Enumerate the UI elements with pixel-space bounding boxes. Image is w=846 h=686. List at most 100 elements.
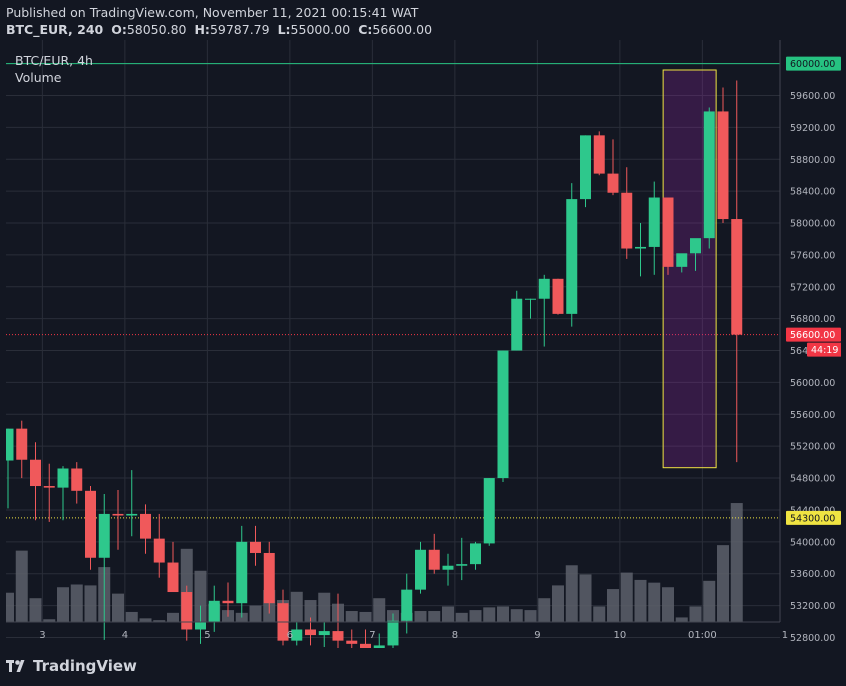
price-tick-label: 59600.00 bbox=[790, 91, 835, 102]
candle-body bbox=[6, 428, 14, 461]
candle-body bbox=[635, 246, 646, 249]
price-tick-label: 54800.00 bbox=[790, 474, 835, 485]
volume-bar bbox=[57, 587, 69, 622]
candle-body bbox=[85, 490, 96, 558]
ohlc-low-value: 55000.00 bbox=[290, 22, 351, 37]
volume-bar bbox=[345, 611, 358, 622]
candle-body bbox=[98, 513, 110, 558]
candle-body bbox=[552, 278, 564, 314]
price-tick-label: 57600.00 bbox=[790, 250, 835, 261]
legend-volume[interactable]: Volume bbox=[15, 70, 62, 85]
ohlc-high-value: 59787.79 bbox=[209, 22, 270, 37]
price-tick-label: 58800.00 bbox=[790, 155, 835, 166]
price-tick-label: 55600.00 bbox=[790, 410, 835, 421]
volume-bar bbox=[290, 591, 303, 622]
volume-bar bbox=[112, 593, 124, 622]
volume-bar bbox=[675, 617, 688, 622]
time-tick-label: 6 bbox=[287, 630, 293, 641]
volume-bar bbox=[304, 600, 317, 622]
candle-body bbox=[538, 278, 550, 299]
volume-bar bbox=[717, 545, 729, 622]
time-tick-label: 8 bbox=[452, 630, 458, 641]
candle-body bbox=[195, 621, 206, 630]
time-tick-label: 1 bbox=[782, 630, 788, 641]
candle-body bbox=[511, 298, 523, 351]
candle-body bbox=[703, 111, 715, 239]
candle-body bbox=[346, 640, 358, 644]
volume-bar bbox=[662, 587, 674, 622]
price-label: 60000.00 bbox=[790, 59, 835, 70]
candle-body bbox=[525, 298, 536, 300]
ohlc-low-label: L: bbox=[277, 22, 291, 37]
volume-bar bbox=[593, 606, 606, 622]
candle-body bbox=[690, 238, 701, 254]
volume-bar bbox=[689, 606, 702, 622]
ohlc-close-label: C: bbox=[358, 22, 373, 37]
tradingview-logo[interactable]: TradingView bbox=[6, 657, 137, 675]
volume-bar bbox=[703, 580, 716, 622]
volume-bar bbox=[153, 620, 166, 622]
volume-bar bbox=[6, 592, 14, 622]
volume-bar bbox=[249, 605, 262, 622]
tradingview-logo-text: TradingView bbox=[33, 657, 137, 675]
price-tick-label: 57200.00 bbox=[790, 282, 835, 293]
volume-bar bbox=[70, 584, 83, 622]
volume-bar bbox=[139, 618, 152, 622]
volume-bar bbox=[428, 611, 441, 622]
time-tick-label: 01:00 bbox=[688, 630, 717, 641]
candle-body bbox=[566, 199, 578, 314]
volume-bar bbox=[552, 585, 564, 622]
candle-body bbox=[387, 620, 399, 646]
price-tick-label: 56800.00 bbox=[790, 314, 835, 325]
candle-body bbox=[222, 600, 234, 604]
candle-body bbox=[153, 538, 165, 563]
candle-body bbox=[181, 592, 193, 630]
candle-body bbox=[497, 350, 509, 479]
candle-body bbox=[717, 111, 729, 220]
volume-bar bbox=[469, 610, 482, 622]
volume-bar bbox=[414, 611, 427, 622]
volume-bar bbox=[43, 619, 56, 622]
volume-bar bbox=[607, 589, 619, 622]
price-tick-label: 52800.00 bbox=[790, 633, 835, 644]
time-tick-label: 10 bbox=[614, 630, 627, 641]
candlestick-chart[interactable]: 52000.0052400.0052800.0053200.0053600.00… bbox=[6, 40, 841, 648]
candle-body bbox=[401, 589, 413, 621]
price-label-bg bbox=[786, 510, 841, 525]
volume-bar bbox=[318, 592, 331, 622]
price-label: 56600.00 bbox=[790, 330, 835, 341]
candle-body bbox=[263, 552, 275, 604]
candle-body bbox=[662, 197, 674, 267]
price-tick-label: 53600.00 bbox=[790, 569, 835, 580]
price-tick-label: 58000.00 bbox=[790, 219, 835, 230]
candle-body bbox=[112, 513, 124, 516]
legend-symbol[interactable]: BTC/EUR, 4h bbox=[15, 53, 93, 68]
volume-bar bbox=[373, 598, 386, 622]
price-label-bg bbox=[786, 327, 841, 342]
ohlc-high-label: H: bbox=[194, 22, 210, 37]
publish-note: Published on TradingView.com, November 1… bbox=[6, 5, 419, 20]
volume-bar bbox=[15, 550, 28, 622]
candle-body bbox=[580, 135, 591, 200]
price-tick-label: 56000.00 bbox=[790, 378, 835, 389]
candle-body bbox=[483, 478, 495, 544]
volume-bar bbox=[579, 574, 592, 622]
candle-body bbox=[167, 562, 179, 593]
ohlc-open-label: O: bbox=[111, 22, 127, 37]
candle-body bbox=[16, 428, 28, 460]
candle-body bbox=[43, 486, 55, 488]
candle-body bbox=[360, 643, 371, 648]
chart-area[interactable]: 52000.0052400.0052800.0053200.0053600.00… bbox=[6, 40, 841, 648]
candle-body bbox=[607, 173, 619, 193]
candle-body bbox=[470, 543, 481, 565]
candle-body bbox=[305, 629, 316, 636]
ohlc-close-value: 56600.00 bbox=[372, 22, 433, 37]
candle-body bbox=[236, 541, 248, 604]
candle-body bbox=[676, 253, 688, 267]
candle-body bbox=[593, 135, 605, 174]
candle-body bbox=[332, 631, 344, 641]
candle-body bbox=[415, 549, 426, 590]
price-tick-label: 58400.00 bbox=[790, 187, 835, 198]
volume-bar bbox=[648, 582, 661, 622]
tradingview-logo-icon bbox=[6, 660, 25, 672]
